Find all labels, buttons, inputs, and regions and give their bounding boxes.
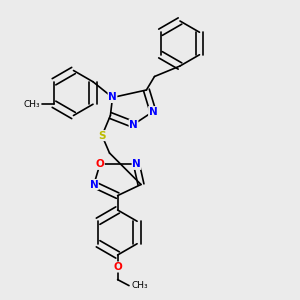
Text: CH₃: CH₃ xyxy=(131,281,148,290)
Text: N: N xyxy=(129,119,138,130)
Text: N: N xyxy=(148,106,158,117)
Text: N: N xyxy=(132,159,141,170)
Text: O: O xyxy=(95,159,104,170)
Text: N: N xyxy=(108,92,117,103)
Text: N: N xyxy=(89,179,98,190)
Text: O: O xyxy=(113,262,122,272)
Text: CH₃: CH₃ xyxy=(24,100,40,109)
Text: S: S xyxy=(98,130,106,141)
